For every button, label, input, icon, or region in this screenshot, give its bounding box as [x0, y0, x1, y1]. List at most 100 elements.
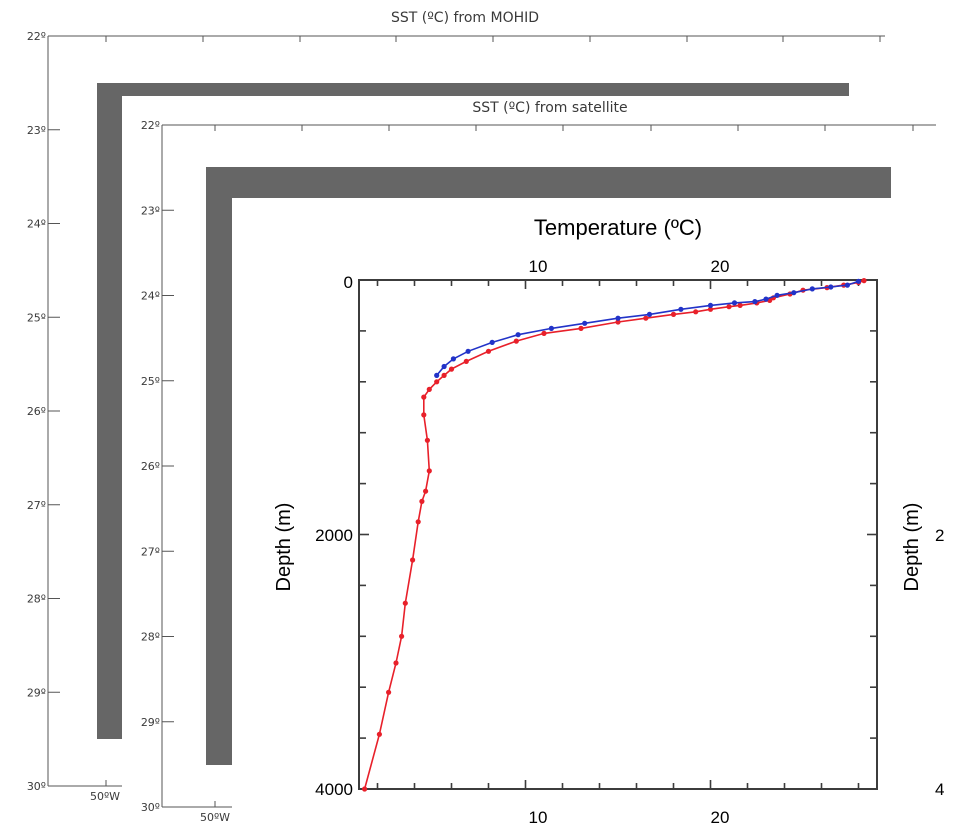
series-1-point	[485, 348, 492, 354]
series-1-point	[362, 786, 368, 792]
profile-right-axis-label: Depth (m)	[901, 503, 923, 592]
lat-tick-label: 28º	[141, 631, 160, 644]
series-2-point	[441, 363, 447, 370]
series-1-point	[513, 338, 519, 344]
lat-tick-label: 30º	[141, 801, 160, 814]
series-2-point	[707, 302, 714, 308]
series-2-point	[450, 356, 456, 362]
series-1-point	[541, 330, 547, 336]
series-1-point	[421, 394, 427, 400]
lat-tick-label: 25º	[27, 311, 46, 324]
right-partial-tick-4: 4	[935, 780, 944, 799]
profile-y-axis-label: Depth (m)	[273, 503, 295, 592]
series-2-point	[731, 300, 738, 306]
x-tick-label-bottom-20: 20	[711, 808, 730, 827]
series-2-point	[791, 290, 797, 296]
mohid-panel-title: SST (ºC) from MOHID	[391, 10, 539, 26]
satellite-lat-tick-labels: 22º 23º 24º 25º 26º 27º 28º 29º 30º	[141, 119, 174, 814]
lat-tick-label: 24º	[27, 218, 46, 231]
series-1-point	[441, 372, 447, 378]
lat-tick-label: 23º	[27, 124, 46, 137]
profile-panel: Temperature (ºC) 10 20 10 20 0 2000 4000…	[232, 198, 955, 827]
series-2-point	[809, 286, 815, 292]
series-2-point	[855, 278, 862, 284]
y-tick-label-0: 0	[344, 273, 353, 292]
series-1-point	[861, 278, 867, 284]
series-1-point	[726, 304, 732, 310]
lat-tick-label: 26º	[27, 405, 46, 418]
lat-tick-label: 27º	[141, 545, 160, 558]
profile-series-group	[362, 278, 867, 792]
series-2-point	[434, 372, 440, 378]
series-2-point	[828, 284, 834, 290]
series-1-point	[393, 660, 399, 666]
profile-x-axis-label: Temperature (ºC)	[534, 215, 702, 240]
series-2-point	[763, 296, 769, 302]
mohid-lat-tick-labels: 22º 23º 24º 25º 26º 27º 28º 29º 30º	[27, 30, 60, 793]
satellite-map-shadow-top	[206, 167, 891, 198]
x-tick-label-bottom-10: 10	[529, 808, 548, 827]
series-1-point	[426, 468, 432, 474]
series-1-point	[415, 519, 421, 525]
satellite-lon-tick-label: 50ºW	[200, 811, 230, 824]
satellite-top-ticks	[214, 125, 914, 131]
series-1-point	[643, 315, 649, 321]
series-1-point	[423, 488, 429, 494]
lat-tick-label: 24º	[141, 290, 160, 303]
series-1-point	[578, 325, 584, 331]
series-2-point	[548, 325, 555, 331]
lat-tick-label: 29º	[27, 686, 46, 699]
series-1-point	[402, 600, 408, 606]
series-2-point	[752, 299, 758, 305]
series-2-point	[582, 320, 588, 326]
lat-tick-label: 23º	[141, 204, 160, 217]
series-1-point	[463, 358, 469, 364]
satellite-map-shadow-left	[206, 167, 232, 765]
mohid-map-shadow-top	[97, 83, 849, 96]
series-1-point	[737, 302, 743, 308]
mohid-top-ticks	[105, 36, 881, 42]
series-1-point	[376, 731, 382, 737]
lat-tick-label: 27º	[27, 499, 46, 512]
series-2-point	[678, 306, 684, 312]
x-tick-label-top-20: 20	[711, 257, 730, 276]
series-2-point	[465, 348, 471, 354]
series-1-point	[419, 498, 425, 504]
series-1-point	[410, 557, 416, 563]
lat-tick-label: 29º	[141, 716, 160, 729]
series-1-point	[707, 306, 714, 312]
lat-tick-label: 25º	[141, 375, 160, 388]
lat-tick-label: 28º	[27, 593, 46, 606]
series-1-point	[421, 412, 427, 418]
x-tick-label-top-10: 10	[529, 257, 548, 276]
series-2-point	[774, 292, 780, 298]
series-1-point	[424, 437, 430, 443]
series-1-point	[399, 633, 405, 639]
series-2-point	[646, 311, 653, 317]
mohid-map-shadow-left	[97, 83, 122, 739]
series-1-point	[386, 689, 392, 695]
lat-tick-label: 22º	[27, 30, 46, 43]
satellite-panel-title: SST (ºC) from satellite	[472, 100, 627, 116]
profile-tick-marks	[359, 280, 877, 789]
mohid-lon-tick-label: 50ºW	[90, 790, 120, 803]
series-1-point	[426, 386, 432, 392]
lat-tick-label: 22º	[141, 119, 160, 132]
series-1-point	[434, 379, 440, 385]
series-1-point	[693, 309, 699, 315]
lat-tick-label: 26º	[141, 460, 160, 473]
series-1-point	[448, 366, 455, 372]
lat-tick-label: 30º	[27, 780, 46, 793]
right-partial-tick-2: 2	[935, 526, 944, 545]
series-2-point	[515, 332, 521, 338]
series-1-point	[615, 319, 621, 325]
series-2-point	[615, 315, 621, 321]
series-1-point	[670, 311, 677, 317]
series-2-point	[844, 282, 851, 288]
y-tick-label-2000: 2000	[315, 526, 353, 545]
series-2-point	[489, 339, 495, 345]
y-tick-label-4000: 4000	[315, 780, 353, 799]
profile-panel-background	[232, 198, 955, 827]
mohid-panel: SST (ºC) from MOHID 22º 23º 24º 25º 26º 27º 28…	[27, 10, 885, 803]
